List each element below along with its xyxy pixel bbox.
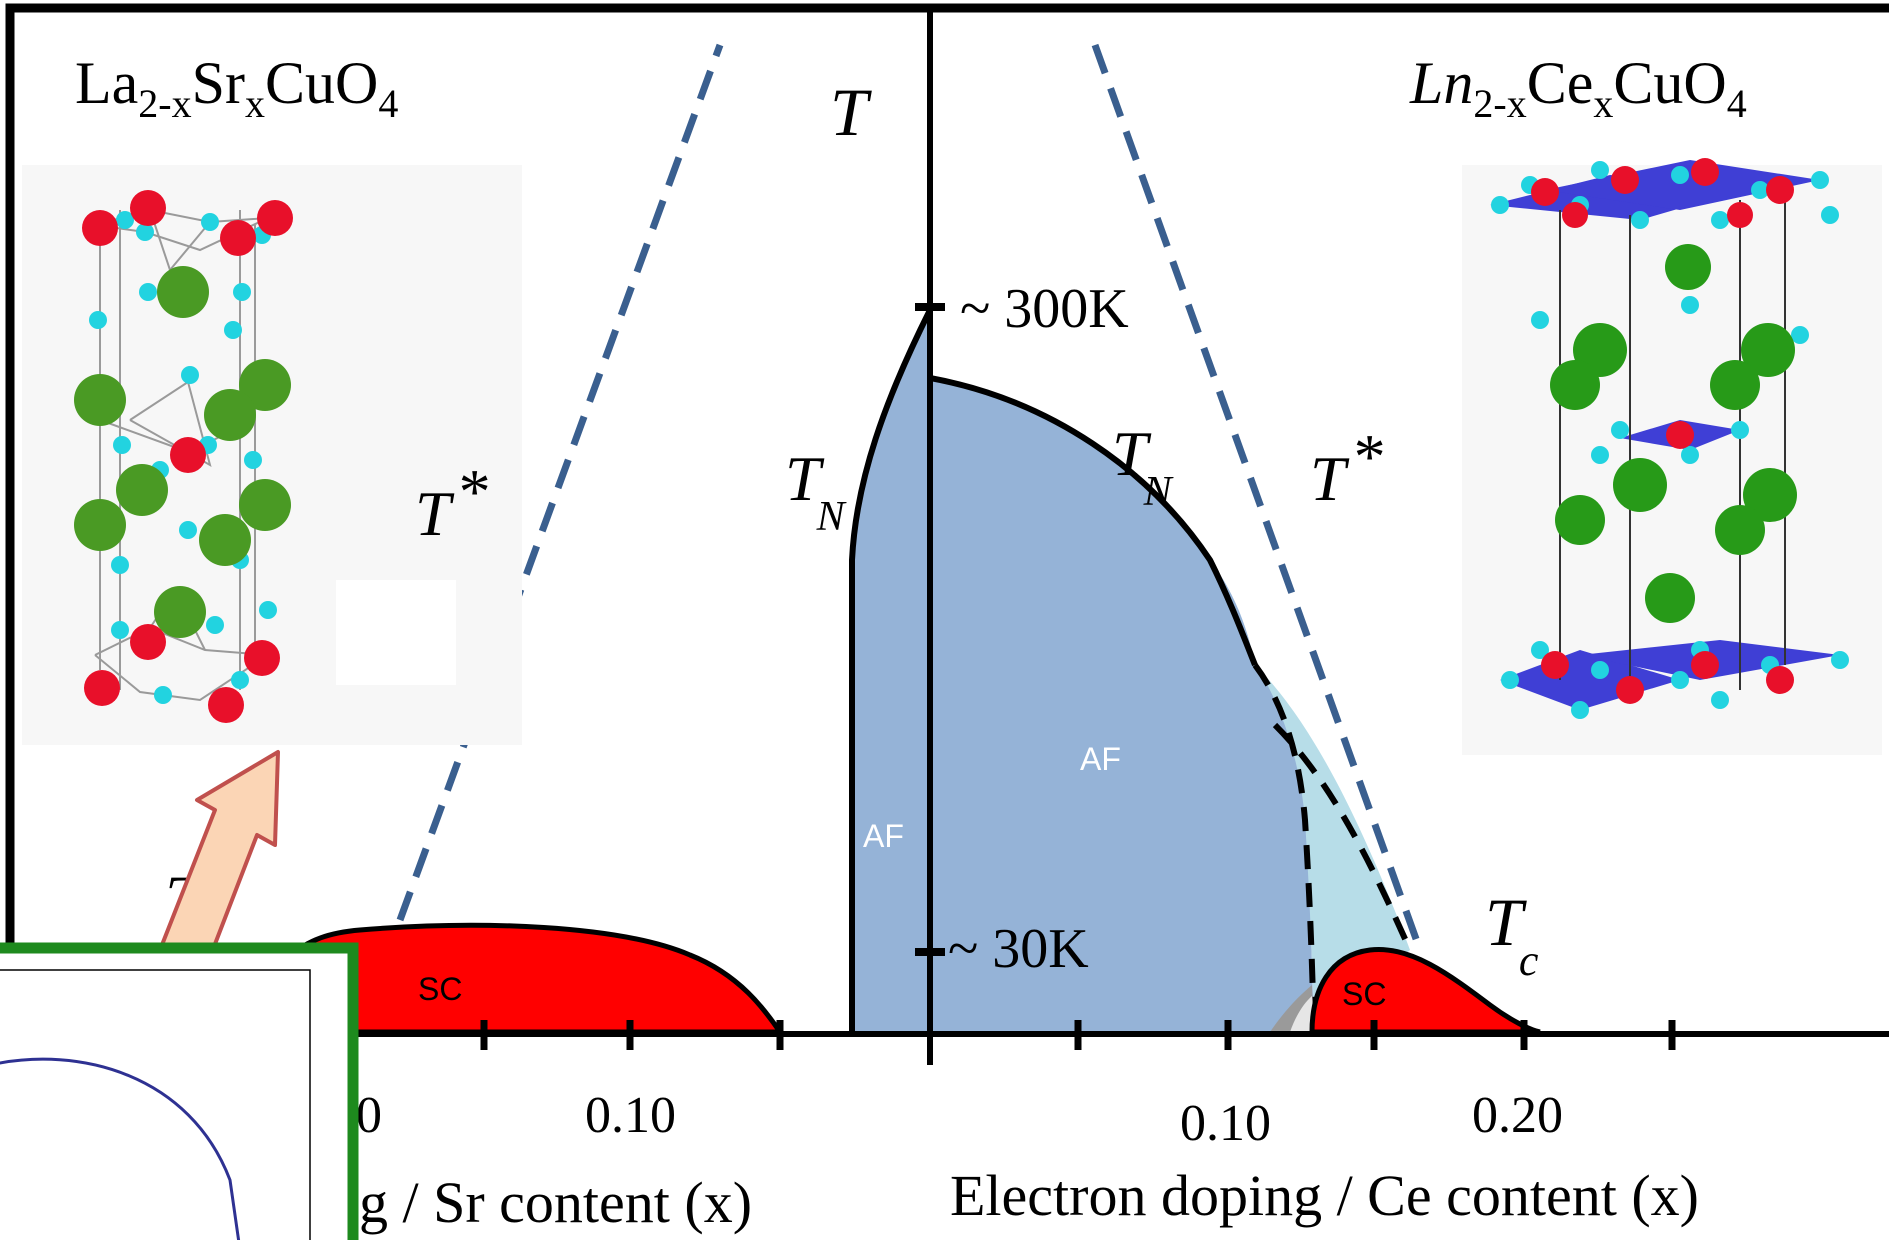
x-axis-label-electron: Electron doping / Ce content (x)	[950, 1163, 1699, 1228]
af-label-electron: AF	[1080, 741, 1121, 777]
frame	[5, 3, 1889, 1240]
af-boundary-dashed	[1272, 722, 1413, 952]
tstar-electron-label: T *	[1310, 421, 1386, 514]
temp-mark-30k: ~ 30K	[948, 918, 1089, 980]
y-axis-label: T	[830, 74, 872, 150]
af-label-hole: AF	[863, 818, 904, 854]
sc-label-electron: SC	[1342, 976, 1386, 1012]
compound-hole-label: La2-xSrxCuO4	[75, 50, 398, 126]
tstar-line-hole	[396, 43, 724, 922]
tick-label-left-010: 0.10	[585, 1087, 676, 1144]
temp-mark-300k: ~ 300K	[960, 278, 1129, 340]
tstar-hole-label: T *	[415, 456, 491, 549]
tstar-line-electron	[1091, 43, 1424, 952]
af-region-electron	[930, 378, 1314, 1032]
inset-panel	[0, 942, 359, 1240]
tick-label-right-010: 0.10	[1180, 1095, 1271, 1152]
ln2cuo4-crystal-structure-icon	[1462, 158, 1882, 755]
x-ticks	[326, 1020, 1676, 1050]
tick-label-right-020: 0.20	[1472, 1087, 1563, 1144]
af-region-hole	[852, 310, 930, 1032]
sc-dome-electron	[1309, 946, 1541, 1035]
tn-curve-electron	[929, 375, 1258, 667]
la2cuo4-crystal-structure-icon	[22, 165, 522, 745]
tn-curve-hole	[849, 308, 933, 1032]
sc-label-hole: SC	[418, 971, 462, 1007]
x-axis-label-hole: ng / Sr content (x)	[330, 1170, 752, 1235]
compound-electron-label: Ln2-xCexCuO4	[1409, 50, 1747, 126]
tn-curve-electron-dashed	[1252, 663, 1317, 1033]
